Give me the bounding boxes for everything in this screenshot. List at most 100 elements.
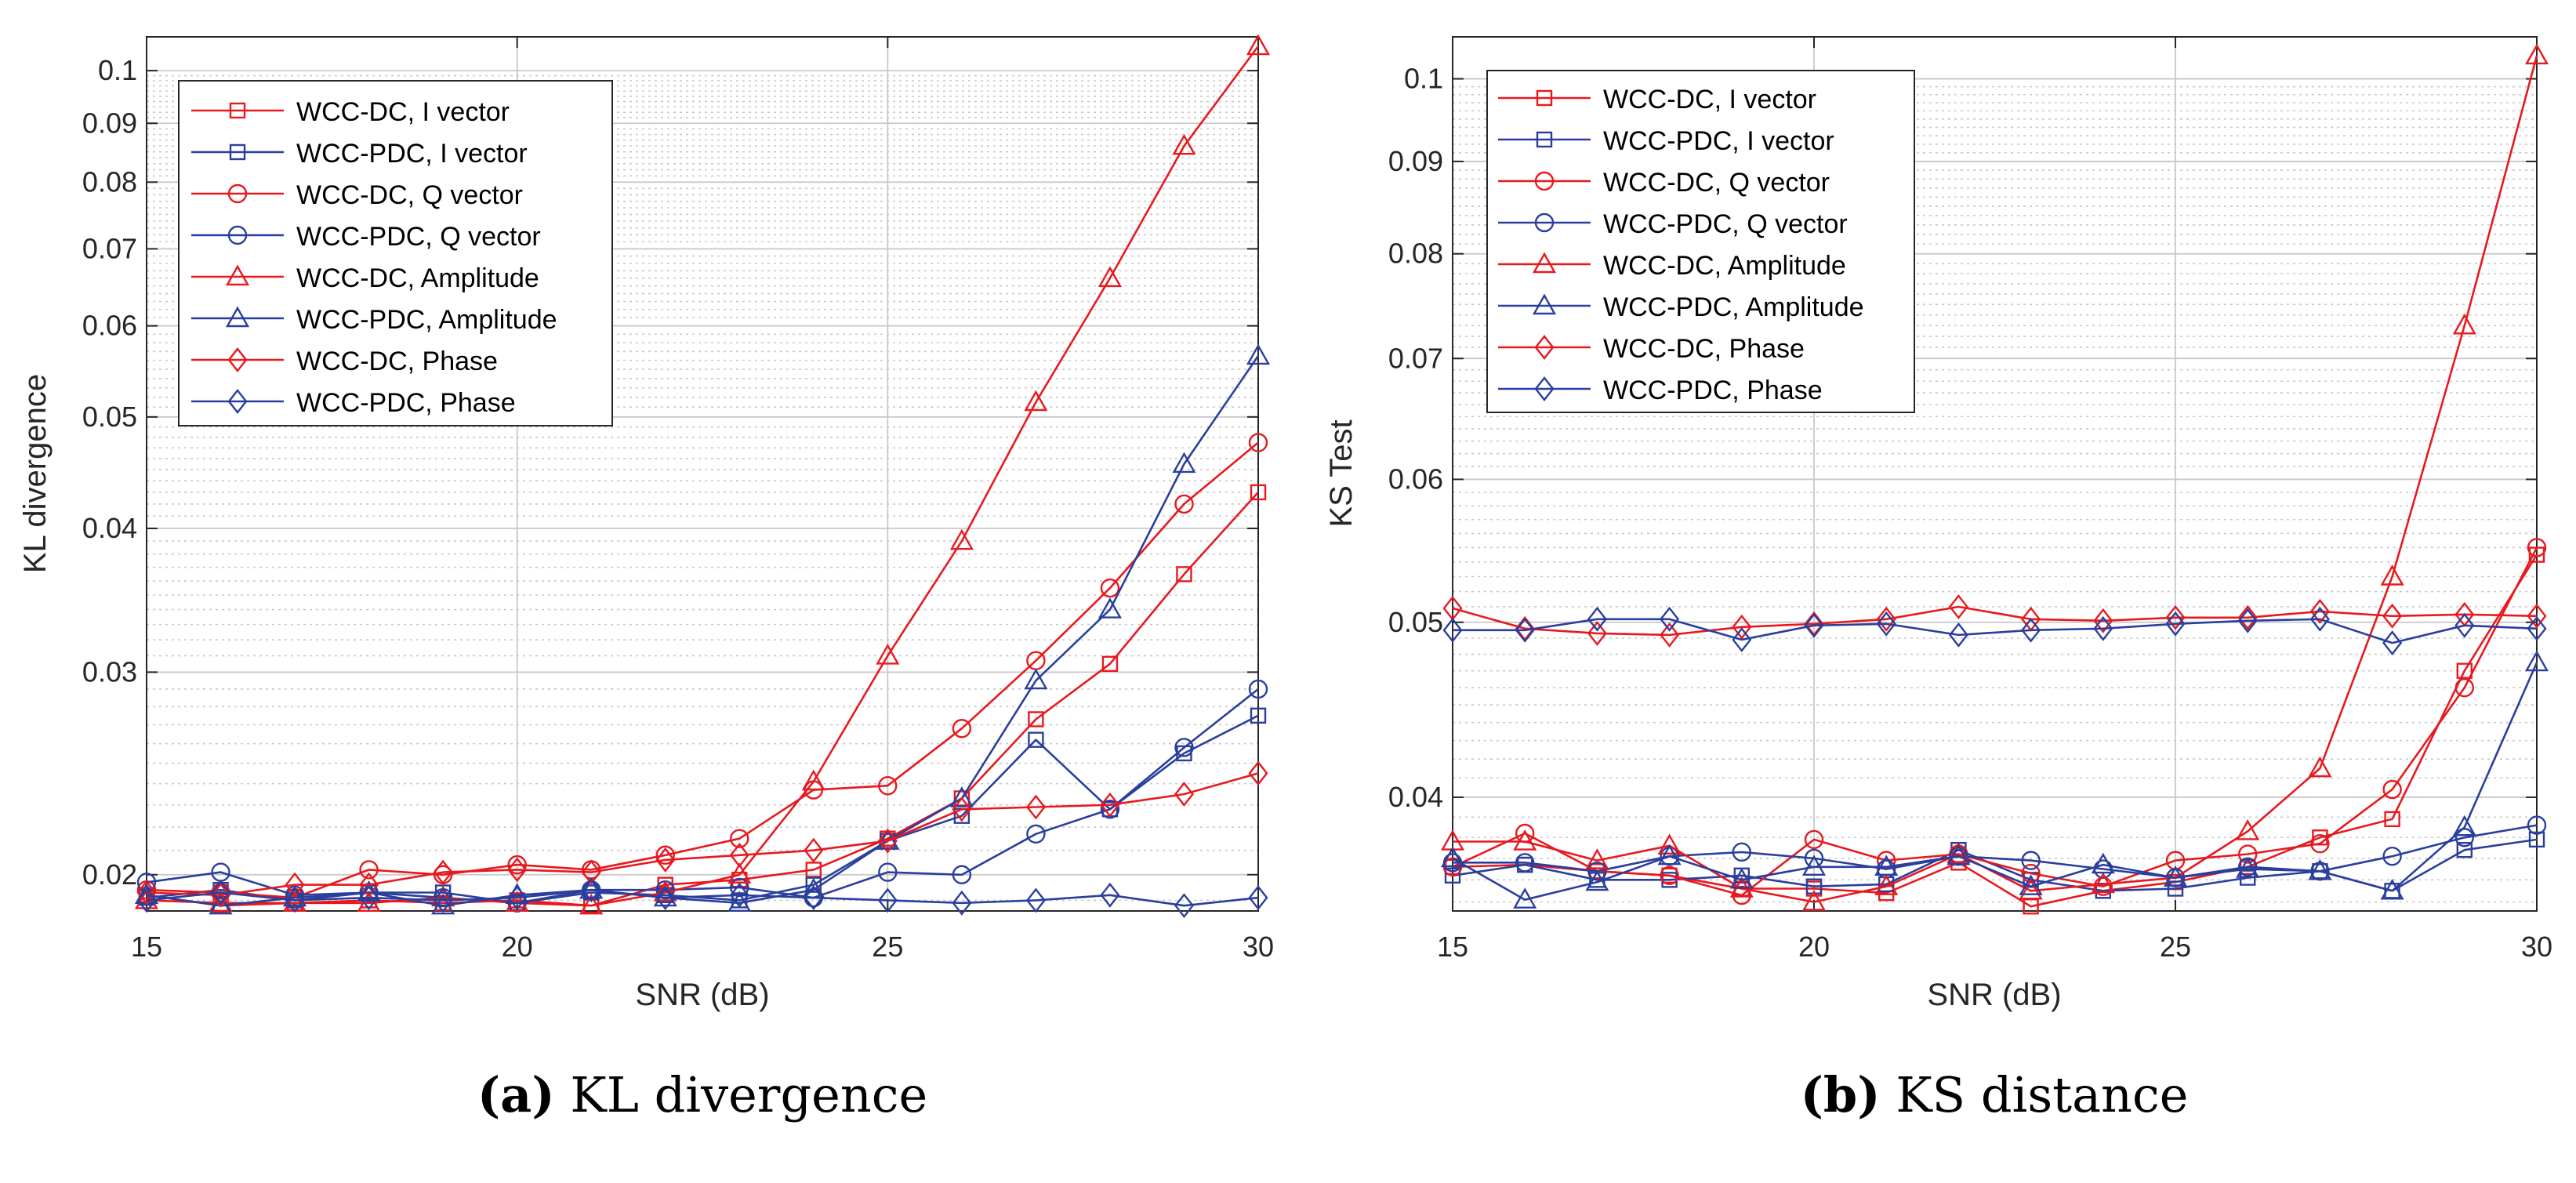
data-point — [1174, 893, 1194, 919]
data-point — [357, 880, 381, 902]
data-point — [1440, 846, 1465, 868]
data-point — [1248, 679, 1268, 699]
data-point — [2382, 847, 2402, 866]
series-2 — [138, 707, 1267, 912]
legend-marker — [1536, 89, 1553, 107]
series-line — [146, 888, 1259, 907]
series-7 — [1442, 594, 2547, 648]
data-point — [2454, 828, 2475, 847]
x-tick-label: 25 — [2160, 931, 2191, 963]
data-point — [1801, 890, 1827, 911]
y-tick-label: 0.1 — [98, 54, 137, 86]
data-point — [1250, 707, 1267, 724]
series-6 — [134, 343, 1271, 915]
ks-series — [1440, 43, 2549, 915]
data-point — [1248, 433, 1268, 452]
legend-label: WCC-DC, I vector — [1603, 85, 1816, 114]
data-point — [1657, 844, 1682, 865]
legend-marker — [1534, 212, 1555, 233]
data-point — [2527, 538, 2547, 557]
data-point — [1587, 862, 1607, 881]
data-point — [1657, 833, 1682, 855]
data-point — [285, 887, 305, 913]
kl-x-axis-title: SNR (dB) — [635, 978, 769, 1012]
ks-caption-letter: (b) — [1801, 1066, 1881, 1123]
data-point — [801, 769, 825, 791]
data-point — [1248, 885, 1268, 911]
data-point — [1660, 606, 1680, 632]
data-point — [1515, 615, 1535, 641]
legend-marker — [1534, 335, 1555, 360]
x-tick-label: 15 — [131, 931, 162, 963]
data-point — [2382, 779, 2402, 800]
data-point — [1026, 824, 1046, 844]
y-tick-label: 0.02 — [82, 858, 137, 891]
series-line — [146, 355, 1260, 907]
data-point — [507, 857, 528, 883]
data-point — [1732, 614, 1752, 640]
ks-legend-box — [1486, 70, 1915, 413]
data-point — [2380, 564, 2404, 586]
legend-label: WCC-DC, Phase — [1603, 334, 1805, 364]
data-point — [1248, 760, 1268, 786]
series-line — [1452, 553, 2538, 908]
data-point — [1100, 578, 1120, 598]
data-point — [1100, 792, 1120, 818]
legend-marker — [1532, 293, 1557, 315]
y-tick-label: 0.03 — [82, 655, 137, 688]
kl-series — [134, 34, 1271, 919]
y-tick-label: 0.08 — [82, 165, 137, 198]
data-point — [136, 880, 157, 905]
data-point — [1444, 867, 1461, 884]
data-point — [655, 885, 676, 911]
data-point — [2456, 841, 2473, 858]
data-point — [878, 776, 898, 796]
data-point — [1660, 865, 1679, 885]
data-point — [1098, 266, 1122, 288]
kl-y-axis-title: KL divergence — [18, 374, 53, 573]
data-point — [1947, 844, 1971, 865]
data-point — [2454, 612, 2475, 638]
data-point — [2382, 630, 2403, 656]
data-point — [1101, 655, 1119, 673]
data-point — [2308, 858, 2332, 880]
legend-label: WCC-PDC, Amplitude — [296, 305, 557, 335]
legend-label: WCC-PDC, Amplitude — [1603, 292, 1864, 322]
legend-label: WCC-DC, Amplitude — [296, 263, 539, 293]
data-point — [1876, 606, 1896, 632]
data-point — [1585, 869, 1609, 891]
data-point — [2165, 604, 2186, 630]
panel-kl: 0.02 0.03 0.04 0.05 0.06 0.07 0.08 0.09 0.1 15 20 2… — [18, 34, 1274, 1123]
series-1 — [138, 484, 1267, 914]
series-4 — [1442, 815, 2547, 887]
data-point — [1874, 855, 1899, 876]
data-point — [653, 880, 677, 902]
legend-marker — [229, 102, 246, 119]
series-line — [1452, 605, 2538, 637]
y-tick-label: 0.04 — [82, 512, 137, 544]
data-point — [1024, 668, 1048, 690]
data-point — [727, 862, 752, 884]
y-tick-label: 0.1 — [1404, 63, 1443, 95]
series-line — [1452, 662, 2538, 901]
data-point — [1804, 829, 1824, 850]
data-point — [2309, 598, 2330, 624]
legend-label: WCC-PDC, I vector — [296, 139, 528, 169]
kl-ticks: 0.02 0.03 0.04 0.05 0.06 0.07 0.08 0.09 0.1 15 20 2… — [82, 37, 1274, 963]
data-point — [877, 828, 898, 854]
data-point — [211, 880, 231, 905]
ks-legend-items — [1498, 89, 1591, 401]
data-point — [655, 847, 676, 873]
kl-caption: (a) KL divergence — [477, 1066, 927, 1123]
data-point — [1587, 620, 1607, 646]
data-point — [2456, 662, 2473, 679]
data-point — [952, 865, 972, 884]
data-point — [1515, 617, 1535, 643]
legend-marker — [227, 183, 248, 204]
data-point — [2021, 617, 2041, 643]
data-point — [1729, 867, 1754, 889]
data-point — [1024, 390, 1048, 412]
x-tick-label: 30 — [2521, 931, 2552, 963]
data-point — [2167, 880, 2184, 897]
data-point — [209, 893, 233, 915]
